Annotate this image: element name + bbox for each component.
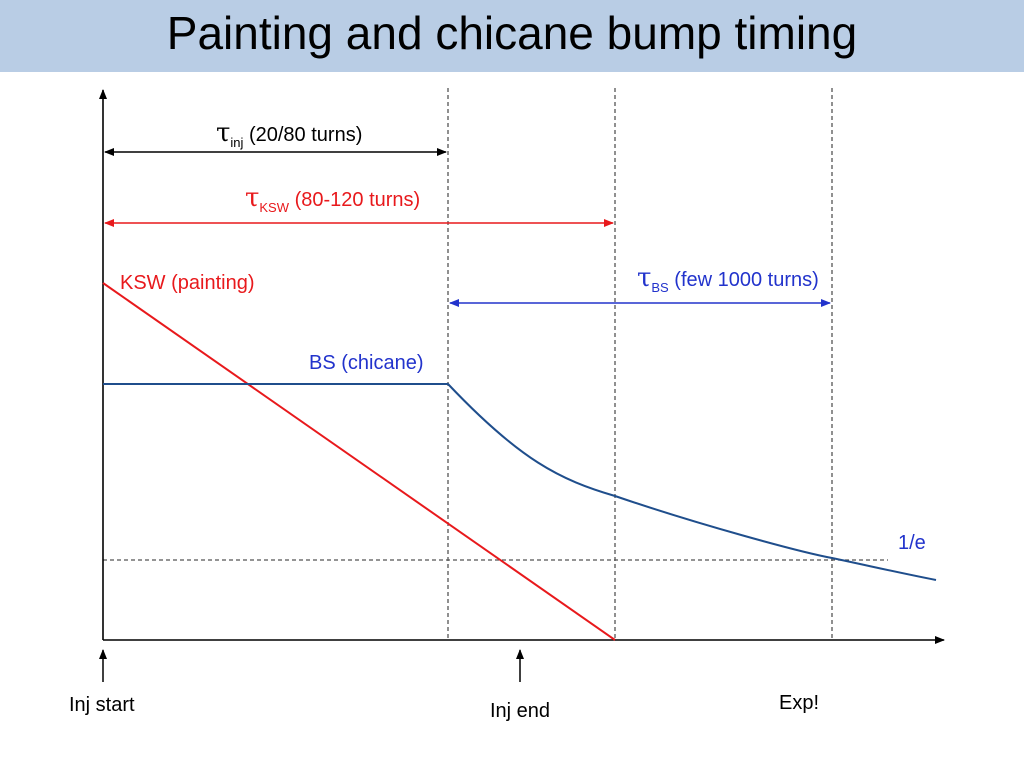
page-title: Painting and chicane bump timing [166,7,858,59]
threshold-label: 1/e [898,532,926,554]
bs-curve [103,383,937,581]
tau-bs-label: τBS (few 1000 turns) [637,263,819,295]
tau-ksw-label: τKSW (80-120 turns) [245,183,420,215]
inj-end-label: Inj end [490,700,550,722]
exp-label: Exp! [779,692,819,714]
tau-inj-label: τinj (20/80 turns) [216,118,362,150]
bs-label: BS (chicane) [309,352,424,374]
ksw-label: KSW (painting) [120,272,255,294]
ksw-curve [102,282,616,641]
title-band [0,0,1024,72]
inj-start-label: Inj start [69,694,135,716]
